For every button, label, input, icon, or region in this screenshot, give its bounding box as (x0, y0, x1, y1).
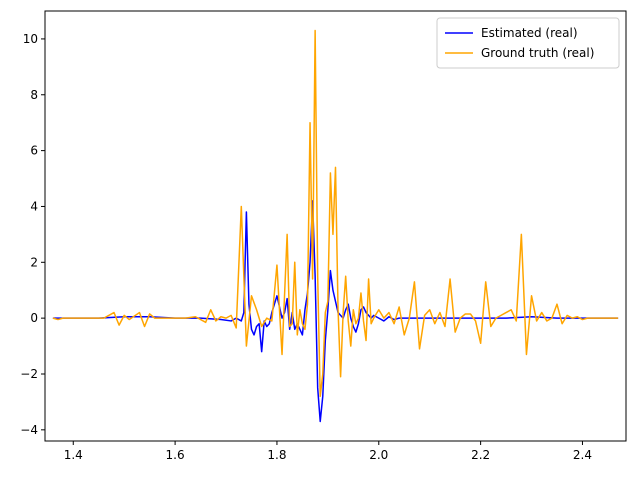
y-tick-label: 2 (30, 255, 38, 269)
y-tick-label: 6 (30, 144, 38, 158)
y-tick-label: −4 (20, 423, 38, 437)
axes-frame (44, 10, 627, 442)
x-tick-label: 2.0 (369, 448, 388, 462)
y-tick-label: 0 (30, 311, 38, 325)
y-tick-label: 10 (23, 32, 38, 46)
y-tick-label: 4 (30, 199, 38, 213)
x-tick-label: 2.4 (573, 448, 592, 462)
x-tick-label: 1.6 (166, 448, 185, 462)
x-tick-label: 2.2 (471, 448, 490, 462)
legend-box (436, 17, 620, 69)
series-line-1 (52, 200, 619, 423)
y-axis: −4 −2 0 2 4 6 8 10 (20, 32, 45, 437)
x-tick-label: 1.4 (64, 448, 83, 462)
plot-lines (52, 29, 619, 423)
legend-label-2: Ground truth (real) (481, 46, 594, 60)
legend: Estimated (real) Ground truth (real) (436, 17, 620, 69)
y-tick-label: 8 (30, 88, 38, 102)
x-axis: 1.4 1.6 1.8 2.0 2.2 2.4 (64, 441, 592, 462)
legend-label-1: Estimated (real) (481, 26, 578, 40)
series-line-2 (52, 29, 619, 398)
y-tick-label: −2 (20, 367, 38, 381)
x-tick-label: 1.8 (267, 448, 286, 462)
